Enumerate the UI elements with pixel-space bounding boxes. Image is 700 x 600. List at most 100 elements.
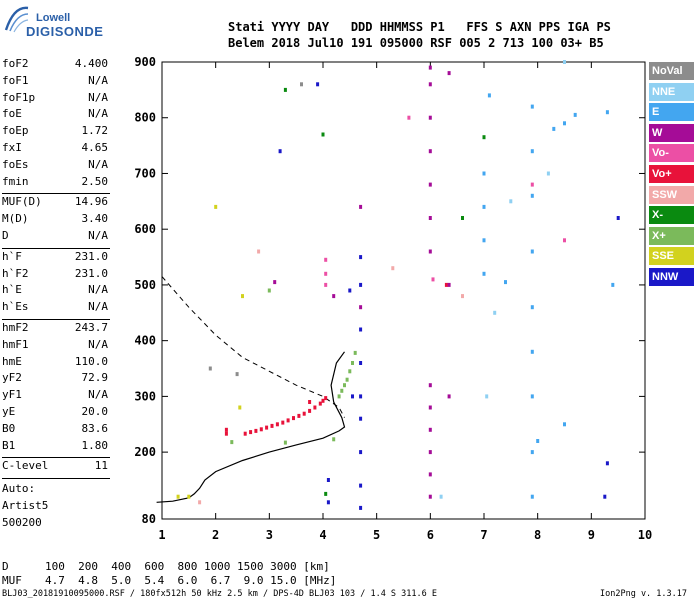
echo-point-x- <box>230 440 234 445</box>
echo-point-w <box>428 249 432 254</box>
echo-point-x- <box>321 132 325 137</box>
echo-point-vo- <box>270 423 274 428</box>
echo-point-nnw <box>316 82 320 87</box>
param-row-group4: yF2 72.9 <box>2 371 108 387</box>
legend-item-w: W <box>649 123 694 142</box>
echo-point-w <box>273 280 277 285</box>
param-name: B1 <box>2 438 16 452</box>
echo-point-e <box>482 238 486 243</box>
echo-point-x- <box>324 491 328 496</box>
echo-point-e <box>530 494 534 499</box>
echo-point-e <box>487 93 491 98</box>
echo-point-x- <box>461 216 464 220</box>
param-name: h`F2 <box>2 266 29 280</box>
legend-item-e: E <box>649 103 694 122</box>
echo-point-w <box>332 294 336 299</box>
echo-point-vo- <box>324 271 328 276</box>
echo-point-e <box>530 193 534 198</box>
echo-point-vo- <box>265 425 269 430</box>
x-tick-label: 5 <box>373 528 380 542</box>
ionogram-chart: 1 2 3 4 5 6 7 8 9 10 80 200 300 400 500 600 700 800 900 <box>134 55 652 542</box>
echo-point-vo- <box>308 408 312 413</box>
autoscaling-text: Artist5 <box>2 499 49 512</box>
echo-point-e <box>530 349 534 354</box>
echo-point-w <box>428 149 432 154</box>
echo-point-x- <box>340 388 344 393</box>
param-name: foF1p <box>2 90 36 104</box>
echo-point-vo- <box>324 257 328 262</box>
param-row-group4: B1 1.80 <box>2 439 108 455</box>
echo-point-x- <box>348 369 352 374</box>
echo-point-nnw <box>359 327 363 332</box>
x-tick-label: 3 <box>266 528 273 542</box>
echo-point-w <box>428 216 432 220</box>
param-value: N/A <box>88 90 108 104</box>
param-value: 20.0 <box>81 405 109 418</box>
echo-point-e <box>504 280 507 285</box>
param-name: fxI <box>2 141 22 154</box>
param-value: 243.7 <box>74 321 108 334</box>
param-name: foE <box>2 107 22 121</box>
echo-point-e <box>563 422 566 427</box>
echo-point-w <box>428 82 432 87</box>
param-name: h`E <box>2 283 22 297</box>
header-values: Belem 2018 Jul10 191 095000 RSF 005 2 71… <box>228 36 604 50</box>
echo-point-e <box>530 305 534 310</box>
echo-point-sse <box>187 494 191 499</box>
echo-point-e <box>611 282 615 287</box>
echo-point-sse <box>238 405 242 410</box>
echo-point-vo- <box>302 411 306 416</box>
echo-point-nnw <box>359 361 363 365</box>
echo-point-w <box>359 305 363 310</box>
echo-points <box>176 60 620 510</box>
echo-point-nnw <box>348 288 352 293</box>
param-name: foEs <box>2 157 29 171</box>
echo-point-sse <box>241 294 244 299</box>
param-separator <box>2 457 110 459</box>
param-name: M(D) <box>2 212 29 226</box>
echo-point-vo- <box>224 427 228 432</box>
param-value: 2.50 <box>81 174 109 188</box>
param-row-group1: fxI 4.65 <box>2 141 108 157</box>
echo-point-w <box>428 405 432 410</box>
echo-point-x- <box>353 350 357 355</box>
echo-point-nne <box>439 494 443 499</box>
autoscaling-line: 500200 <box>2 516 108 532</box>
param-name: foEp <box>2 124 29 138</box>
param-value: N/A <box>88 337 108 351</box>
echo-point-noval <box>235 372 239 377</box>
footer-d-row: 100 200 400 600 800 1000 1500 3000 [km] <box>45 560 330 573</box>
legend-item-x-: X+ <box>649 226 694 245</box>
echo-point-ssw <box>257 249 261 254</box>
param-value: 231.0 <box>74 266 108 280</box>
y-tick-label: 300 <box>134 389 156 403</box>
echo-point-noval <box>208 366 212 371</box>
y-tick-label: 80 <box>142 512 156 526</box>
echo-point-nnw <box>359 394 363 399</box>
param-row-group3: h`Es N/A <box>2 300 108 316</box>
echo-point-nnw <box>351 394 354 399</box>
param-name: MUF(D) <box>2 195 42 209</box>
echo-point-e <box>605 110 609 115</box>
legend-item-ssw: SSW <box>649 185 694 204</box>
param-row-group4: B0 83.6 <box>2 422 108 438</box>
param-value: 1.80 <box>81 438 109 452</box>
curves <box>156 276 346 503</box>
param-row-group4: yE 20.0 <box>2 405 108 421</box>
param-name: h`Es <box>2 300 29 314</box>
echo-point-vo- <box>286 418 290 423</box>
echo-point-sse <box>214 204 218 209</box>
echo-point-nnw <box>605 461 609 466</box>
echo-point-sse <box>176 494 180 499</box>
echo-point-e <box>482 271 486 276</box>
param-value: 110.0 <box>74 354 108 368</box>
echo-point-nnw <box>326 500 330 505</box>
param-value: 14.96 <box>74 195 108 209</box>
legend-item-vo-: Vo+ <box>649 165 694 183</box>
x-tick-label: 4 <box>319 528 326 542</box>
echo-point-e <box>530 450 534 455</box>
param-name: B0 <box>2 421 16 435</box>
echo-point-vo- <box>431 277 435 282</box>
echo-point-x- <box>283 87 287 92</box>
param-value: 11 <box>94 459 108 473</box>
